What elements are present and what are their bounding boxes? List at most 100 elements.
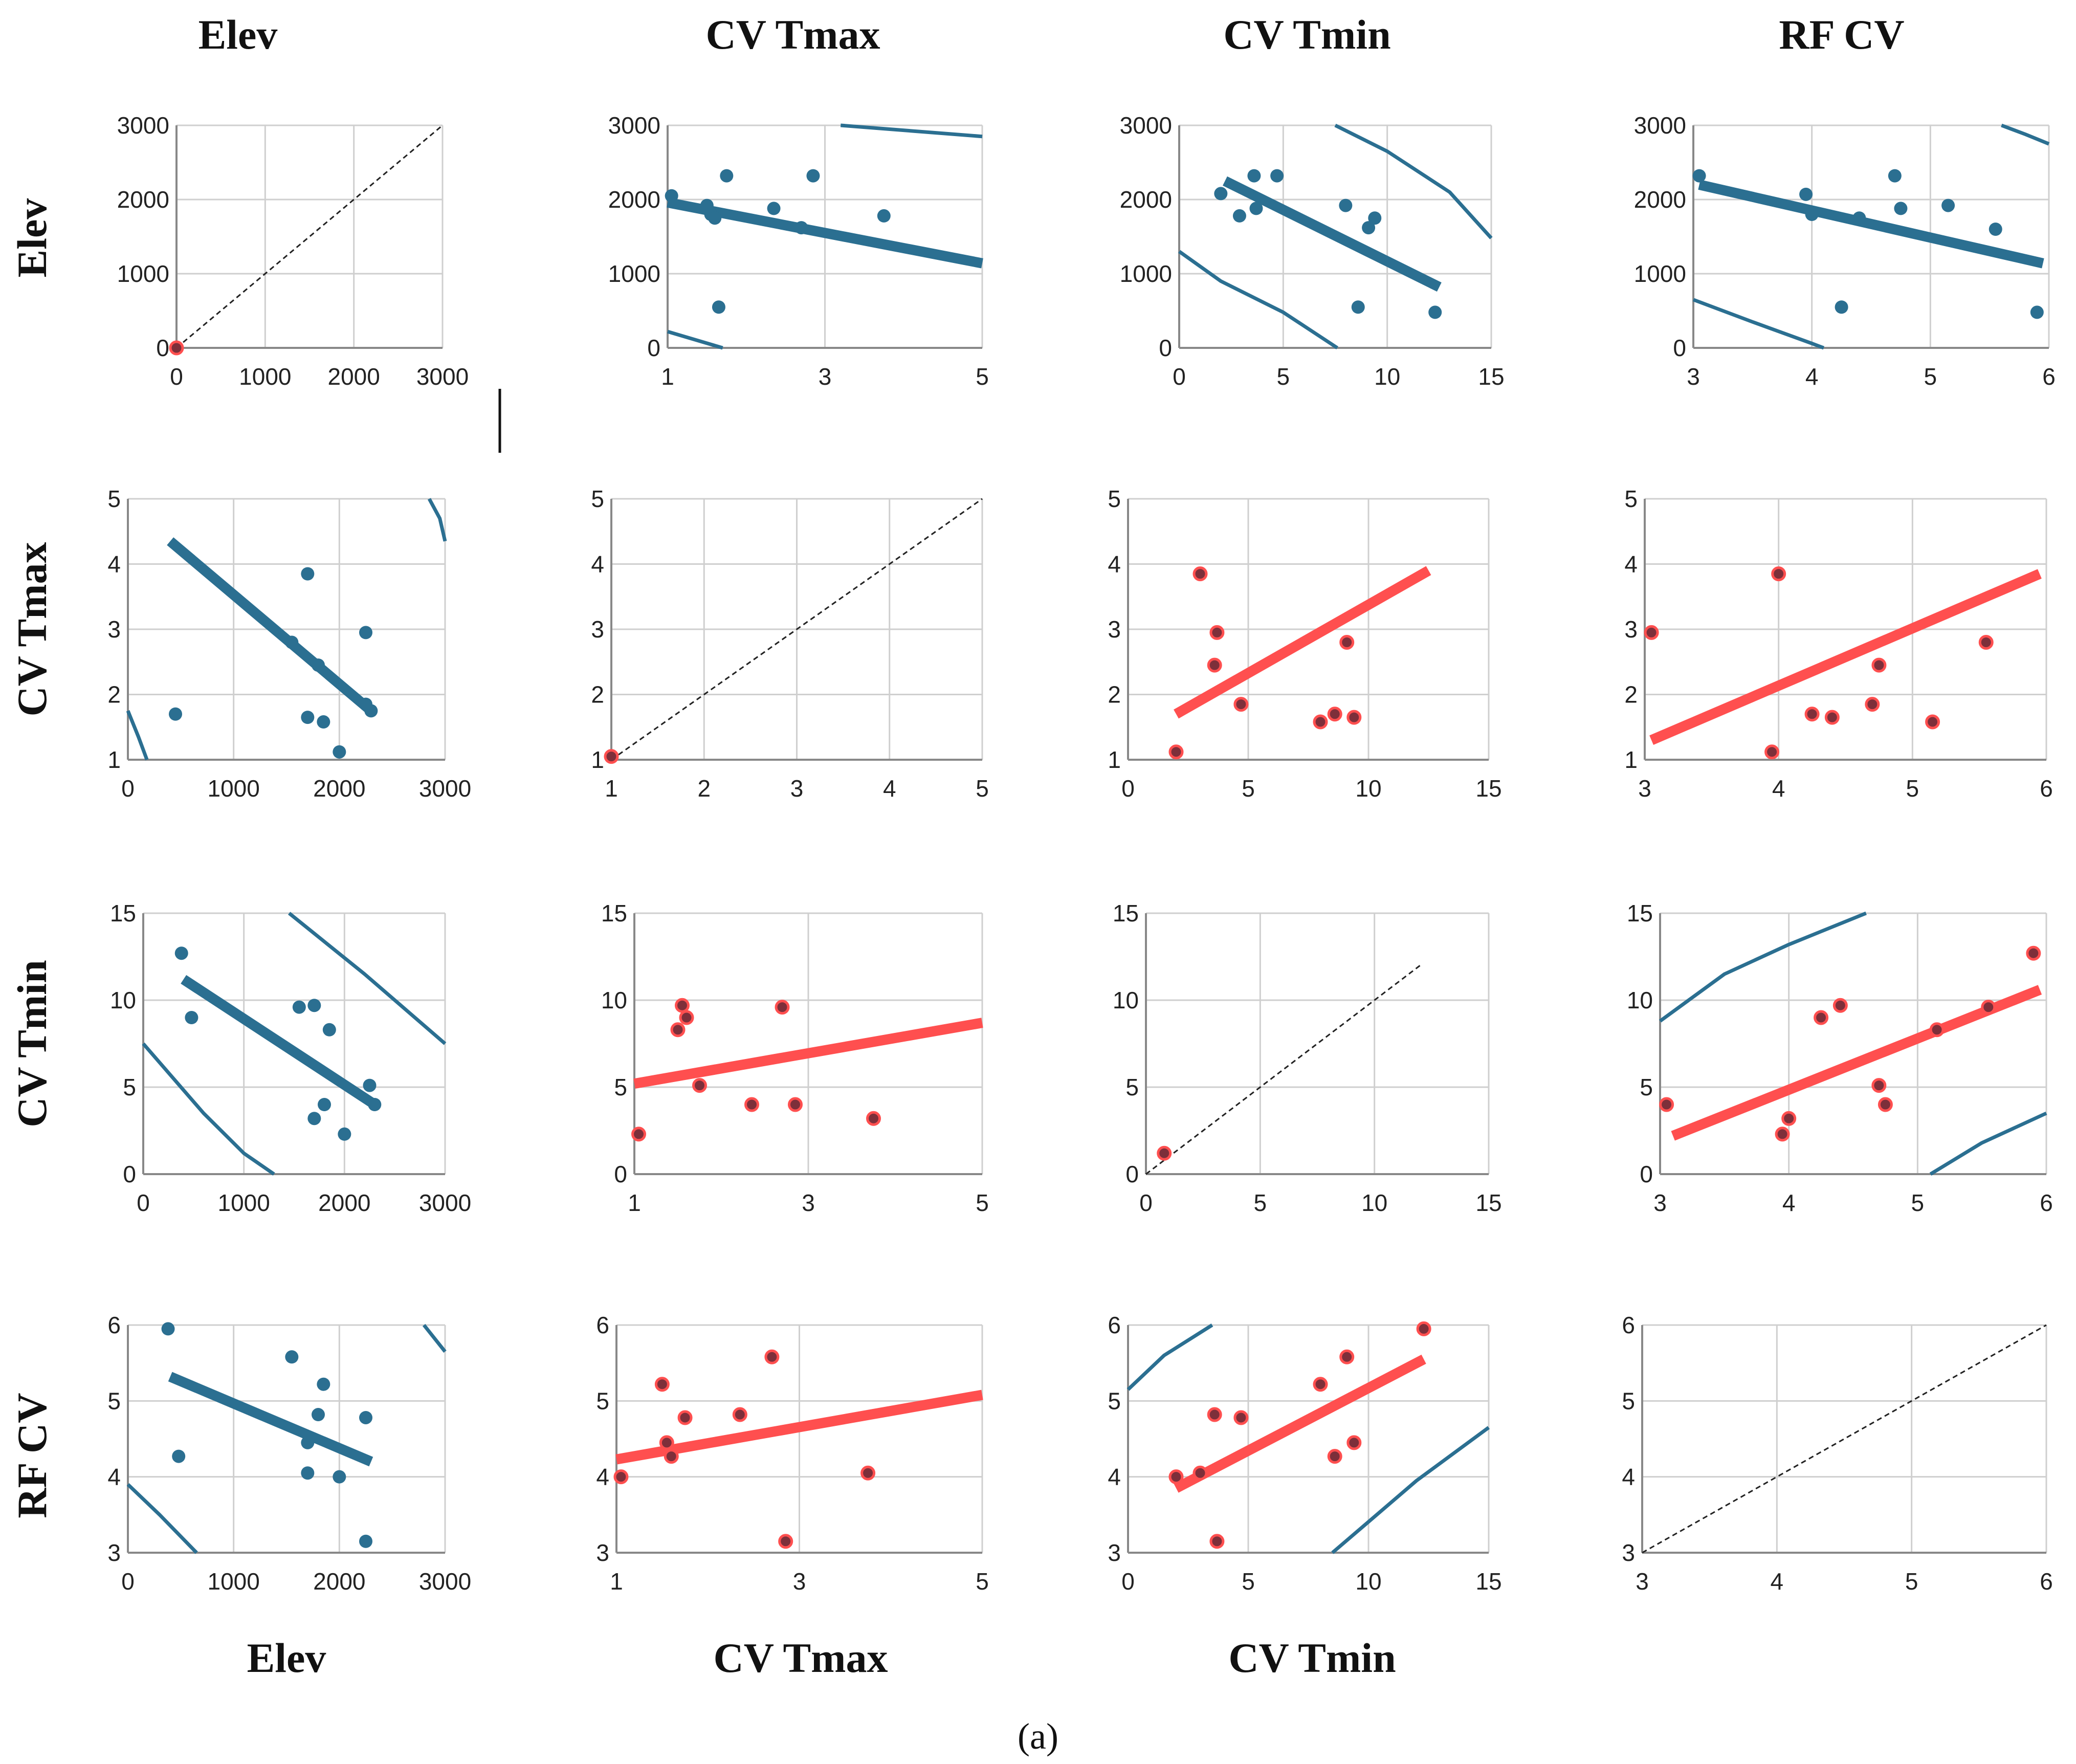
regression-fit-line <box>667 197 983 269</box>
x-tick-label: 5 <box>1254 1189 1267 1216</box>
data-point <box>169 340 184 356</box>
data-point <box>1644 625 1659 640</box>
x-tick-label: 15 <box>1475 1189 1501 1216</box>
data-point <box>1209 625 1225 640</box>
regression-fit-line <box>1223 176 1442 292</box>
data-point <box>1313 714 1328 730</box>
panel-r1c0: 1 2 3 4 5 0 1000 2000 3000 <box>107 486 471 802</box>
x-tick-label: 3000 <box>419 775 471 802</box>
x-tick-label: 5 <box>976 1189 989 1216</box>
y-tick-label: 6 <box>107 1312 121 1338</box>
data-point <box>359 1410 372 1424</box>
x-tick-label: 15 <box>1475 775 1501 802</box>
y-tick-label: 4 <box>591 551 604 578</box>
x-tick-label: 2000 <box>318 1189 370 1216</box>
row-label-elev: Elev <box>9 199 55 278</box>
diagonal-reference-line <box>611 498 983 761</box>
regression-fit-line <box>167 537 374 715</box>
confidence-band-line <box>1331 1426 1490 1554</box>
x-tick-label: 1 <box>610 1568 623 1595</box>
regression-fit-line <box>1174 566 1431 719</box>
y-tick-label: 15 <box>1627 900 1653 927</box>
x-tick-label: 0 <box>137 1189 150 1216</box>
y-tick-label: 2 <box>1108 681 1121 708</box>
x-tick-label: 4 <box>1782 1189 1796 1216</box>
row-label-cv-tmax: CV Tmax <box>9 542 55 717</box>
x-tick-label: 3000 <box>419 1189 471 1216</box>
data-point <box>322 1023 336 1037</box>
y-tick-label: 2 <box>591 681 604 708</box>
data-point <box>1835 300 1848 314</box>
panel-r3c0: 3 4 5 6 0 1000 2000 3000 <box>107 1312 471 1595</box>
y-tick-label: 0 <box>1673 335 1686 361</box>
data-point <box>1233 1410 1249 1425</box>
y-tick-label: 4 <box>596 1464 609 1490</box>
y-tick-label: 5 <box>1125 1074 1139 1100</box>
confidence-band-line <box>1178 250 1338 349</box>
y-tick-label: 0 <box>614 1161 627 1187</box>
data-point <box>613 1469 629 1485</box>
data-point <box>292 1000 306 1014</box>
confidence-band-line <box>1692 298 1825 350</box>
y-tick-label: 6 <box>1622 1312 1635 1338</box>
bottom-label-elev: Elev <box>247 1635 326 1681</box>
regression-fit-line <box>1698 180 2044 269</box>
column-header-cv-tmin: CV Tmin <box>1223 11 1390 58</box>
y-tick-label: 3 <box>591 616 604 643</box>
y-tick-label: 3 <box>1108 616 1121 643</box>
bottom-label-cv-tmax: CV Tmax <box>714 1635 888 1681</box>
y-tick-label: 4 <box>1622 1464 1635 1490</box>
data-point <box>1249 202 1263 215</box>
y-tick-label: 5 <box>1108 1387 1121 1414</box>
data-point <box>1313 1377 1328 1392</box>
y-tick-label: 0 <box>1159 335 1172 361</box>
confidence-band-line <box>126 710 149 761</box>
data-point <box>285 635 299 649</box>
data-point <box>317 715 330 729</box>
x-tick-label: 2000 <box>313 1568 365 1595</box>
panel-r1c2: 1 2 3 4 5 0 5 10 15 <box>1108 486 1501 802</box>
x-tick-label: 6 <box>2042 363 2056 390</box>
data-point <box>778 1534 793 1549</box>
x-tick-label: 1000 <box>207 775 259 802</box>
y-tick-label: 2000 <box>117 186 169 213</box>
data-point <box>654 1377 670 1392</box>
data-point <box>1157 1145 1172 1161</box>
data-point <box>1207 1407 1222 1422</box>
x-tick-label: 5 <box>1906 775 1919 802</box>
data-point <box>860 1465 876 1481</box>
y-tick-label: 5 <box>107 486 121 512</box>
data-point <box>301 1466 315 1480</box>
data-point <box>1989 223 2002 236</box>
data-point <box>1865 697 1880 712</box>
y-tick-label: 6 <box>1108 1312 1121 1338</box>
data-point <box>1659 1097 1674 1112</box>
x-tick-label: 6 <box>2040 1568 2053 1595</box>
data-point <box>1799 187 1813 201</box>
data-point <box>1805 208 1819 221</box>
y-tick-label: 1000 <box>1120 260 1172 287</box>
data-point <box>359 626 372 640</box>
y-tick-label: 0 <box>647 335 660 361</box>
data-point <box>1168 744 1184 760</box>
y-tick-label: 4 <box>1108 1464 1121 1490</box>
y-tick-label: 5 <box>1624 486 1638 512</box>
y-tick-label: 2 <box>107 681 121 708</box>
diagonal-reference-line <box>1145 964 1421 1175</box>
data-point <box>285 1350 299 1364</box>
confidence-band-line <box>126 1483 198 1554</box>
x-tick-label: 3 <box>1687 363 1700 390</box>
data-point <box>1925 714 1940 730</box>
data-point <box>1207 657 1222 673</box>
bottom-axis-labels: Elev CV Tmax CV Tmin <box>247 1635 1396 1681</box>
data-point <box>720 169 734 183</box>
panel-r0c3: 0 1000 2000 3000 3 4 5 6 <box>1634 112 2056 390</box>
data-point <box>1233 697 1249 712</box>
confidence-band-line <box>1334 123 1493 239</box>
x-tick-label: 3 <box>802 1189 815 1216</box>
data-point <box>767 202 781 215</box>
data-point <box>318 1098 331 1111</box>
data-point <box>708 211 722 225</box>
x-tick-label: 5 <box>976 363 989 390</box>
